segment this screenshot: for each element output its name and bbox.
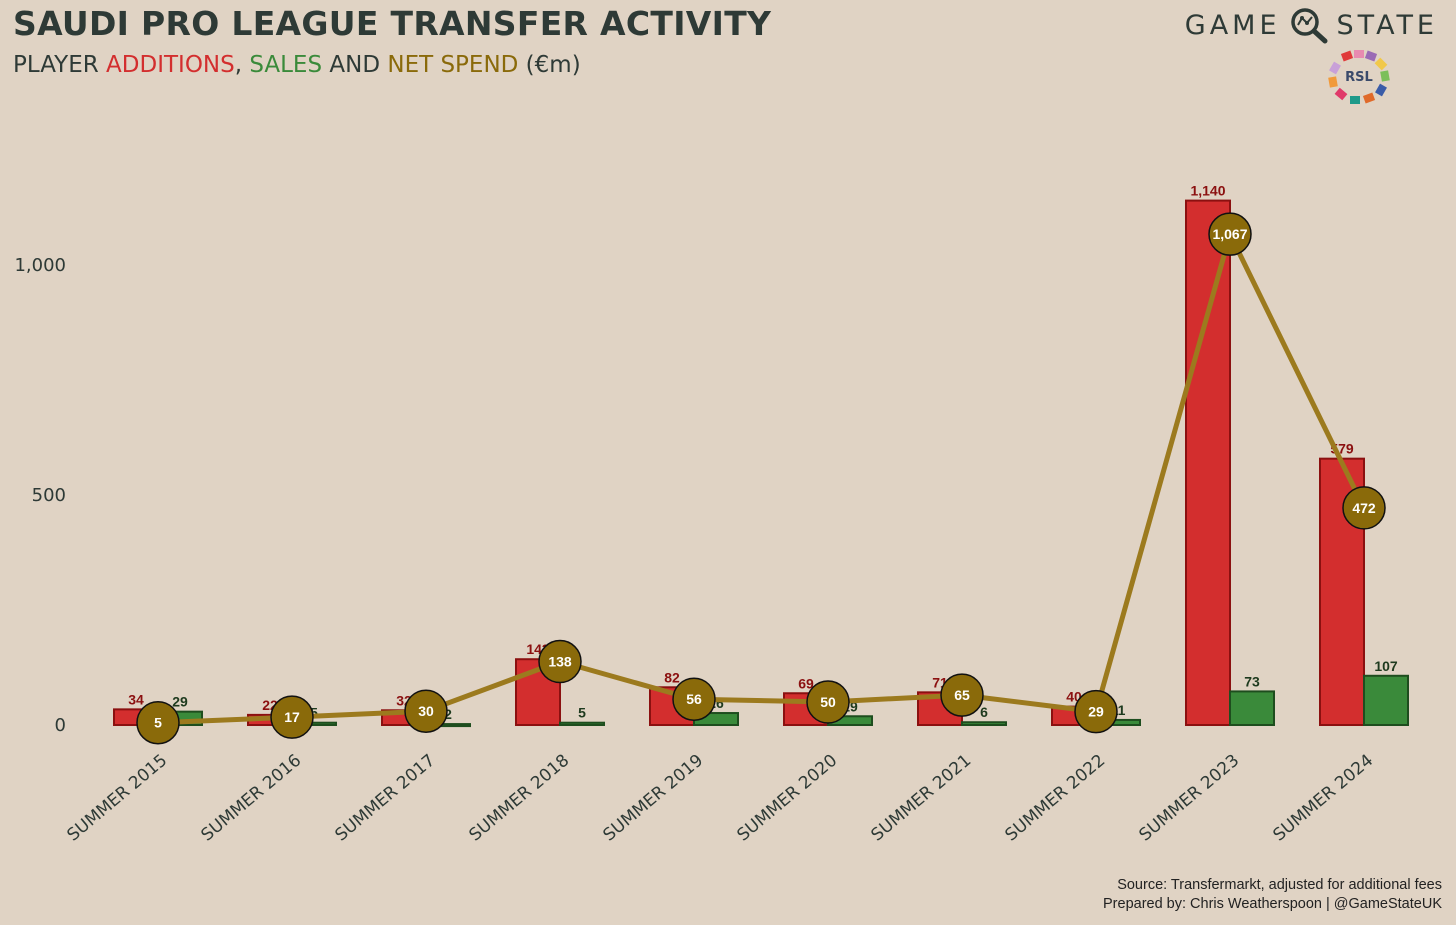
net-spend-value-label: 5 — [154, 715, 162, 731]
rsl-logo: RSL — [1328, 50, 1390, 104]
net-spend-value-label: 1,067 — [1212, 226, 1247, 242]
additions-value-label: 69 — [798, 675, 814, 691]
net-spend-value-label: 65 — [954, 687, 970, 703]
x-tick-label: SUMMER 2015 — [64, 751, 172, 846]
x-tick-label: SUMMER 2023 — [1136, 751, 1244, 846]
sales-value-label: 6 — [980, 704, 988, 720]
x-tick-label: SUMMER 2017 — [332, 751, 440, 846]
chart-title: SAUDI PRO LEAGUE TRANSFER ACTIVITY — [13, 4, 772, 43]
y-axis: 0 500 1,000 — [14, 255, 66, 736]
net-spend-value-label: 30 — [418, 703, 434, 719]
bars: 34 29 22 532214358226691971640111,140735791… — [113, 183, 1409, 728]
subtitle-comma: , — [234, 52, 250, 78]
sales-value-label: 5 — [578, 705, 586, 721]
rsl-logo-text: RSL — [1345, 70, 1373, 85]
net-spend-value-label: 17 — [284, 709, 300, 725]
subtitle-unit: (€m) — [518, 52, 581, 78]
x-axis: SUMMER 2015 SUMMER 2016 SUMMER 2017 SUMMER … — [64, 751, 1378, 846]
net-spend-marker — [1342, 486, 1386, 530]
net-spend-value-label: 138 — [548, 654, 572, 670]
sales-bar — [1229, 690, 1275, 726]
net-spend-value-label: 472 — [1352, 500, 1376, 516]
additions-value-label: 82 — [664, 669, 680, 685]
net-spend-marker — [1074, 689, 1118, 734]
net-spend-marker — [136, 700, 180, 745]
x-tick-label: SUMMER 2016 — [198, 751, 306, 846]
sales-value-label: 29 — [172, 694, 188, 710]
net-spend-marker — [806, 680, 850, 724]
prepared-by-text: Prepared by: Chris Weatherspoon | @GameS… — [1103, 896, 1442, 912]
subtitle-sales: SALES — [249, 52, 323, 78]
brand-game: GAME — [1184, 9, 1281, 41]
additions-value-label: 34 — [128, 691, 144, 707]
x-tick-label: SUMMER 2018 — [466, 751, 574, 846]
chart-subtitle: PLAYER ADDITIONS, SALES AND NET SPEND (€… — [13, 52, 581, 78]
subtitle-net-spend: NET SPEND — [387, 52, 519, 78]
sales-value-label: 73 — [1244, 673, 1260, 689]
rsl-logo-ring — [1328, 50, 1390, 104]
net-spend-marker — [404, 689, 448, 733]
additions-value-label: 1,140 — [1190, 183, 1225, 199]
brand-state: STATE — [1336, 9, 1438, 41]
net-spend-value-label: 50 — [820, 694, 836, 710]
x-tick-label: SUMMER 2022 — [1002, 751, 1110, 846]
y-tick-label: 0 — [55, 715, 66, 736]
magnifier-icon — [1290, 8, 1328, 44]
x-tick-label: SUMMER 2021 — [868, 751, 976, 846]
sales-value-label: 5 — [310, 705, 318, 721]
net-spend-polyline — [157, 231, 1367, 726]
y-tick-label: 1,000 — [14, 255, 66, 276]
net-spend-value-label: 29 — [1088, 704, 1104, 720]
net-spend-value-label: 56 — [686, 691, 702, 707]
sales-value-label: 2 — [444, 706, 452, 722]
sales-bar — [961, 721, 1007, 726]
subtitle-prefix: PLAYER — [13, 52, 107, 78]
sales-bar — [1363, 674, 1409, 727]
net-spend-marker — [940, 673, 984, 717]
source-text: Source: Transfermarkt, adjusted for addi… — [1117, 877, 1442, 893]
source-note: Source: Transfermarkt, adjusted for addi… — [1103, 876, 1442, 914]
y-tick-label: 500 — [32, 485, 66, 506]
x-tick-label: SUMMER 2020 — [734, 751, 842, 846]
sales-bar — [559, 721, 605, 727]
net-spend-marker — [1208, 212, 1252, 256]
net-spend-marker — [270, 695, 314, 739]
game-state-logo: GAME STATE — [1185, 6, 1438, 44]
net-spend-marker — [538, 639, 582, 684]
subtitle-additions: ADDITIONS — [106, 52, 235, 78]
x-tick-label: SUMMER 2024 — [1270, 751, 1378, 846]
additions-bar — [1185, 199, 1231, 727]
subtitle-and: AND — [322, 52, 388, 78]
net-spend-marker — [672, 677, 716, 721]
x-tick-label: SUMMER 2019 — [600, 751, 708, 846]
sales-value-label: 107 — [1374, 658, 1398, 674]
